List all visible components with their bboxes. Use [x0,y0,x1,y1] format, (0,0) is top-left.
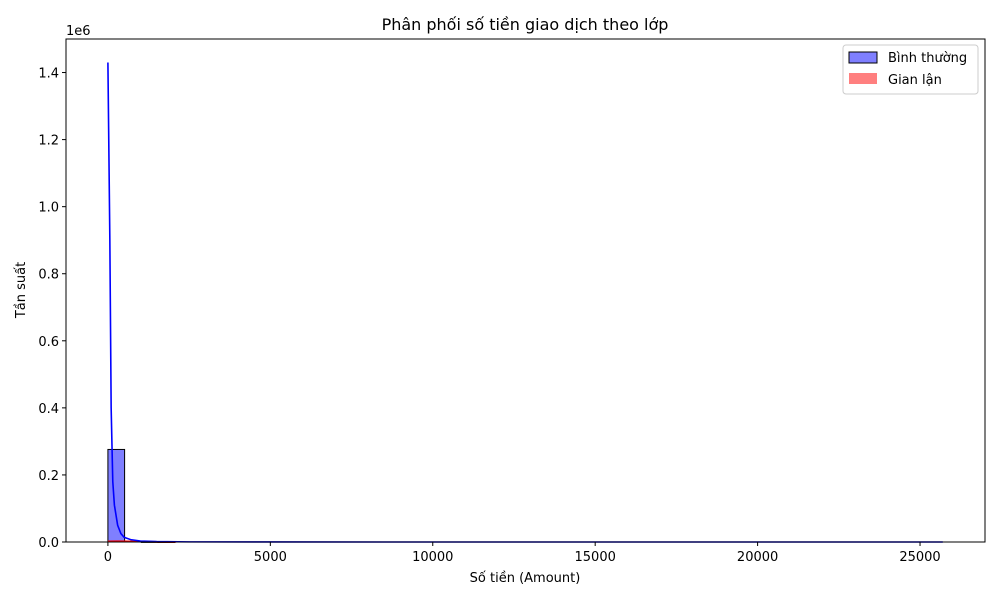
x-tick-label-0: 0 [104,550,112,565]
legend-label-normal: Bình thường [888,51,967,66]
plot-frame [65,38,986,543]
y-tick-label-5: 1.0 [38,201,59,216]
y-axis-label: Tần suất [14,262,29,319]
y-tick-label-7: 1.4 [38,67,59,82]
y-tick-label-3: 0.6 [38,335,59,350]
axes-ticks: 0 5000 10000 15000 20000 25000 0.0 0.2 0.4 0.6 0.8… [38,67,940,565]
legend-swatch-normal [848,51,878,64]
x-tick-label-4: 20000 [737,550,778,565]
y-tick-label-4: 0.8 [38,268,59,283]
x-axis-label: Số tiền (Amount) [470,571,581,586]
legend: Bình thường Gian lận [842,44,979,95]
y-offset-label: 1e6 [66,24,91,39]
x-tick-label-5: 25000 [899,550,940,565]
y-tick-label-1: 0.2 [38,469,59,484]
x-tick-label-2: 10000 [412,550,453,565]
x-tick-label-3: 15000 [575,550,616,565]
x-tick-label-1: 5000 [254,550,287,565]
y-tick-label-2: 0.4 [38,402,59,417]
y-tick-label-0: 0.0 [38,536,59,551]
histogram-bar-0 [107,448,126,543]
y-tick-label-6: 1.2 [38,134,59,149]
legend-swatch-fraud [849,73,877,84]
chart-title: Phân phối số tiền giao dịch theo lớp [382,15,669,34]
legend-label-fraud: Gian lận [888,73,942,88]
